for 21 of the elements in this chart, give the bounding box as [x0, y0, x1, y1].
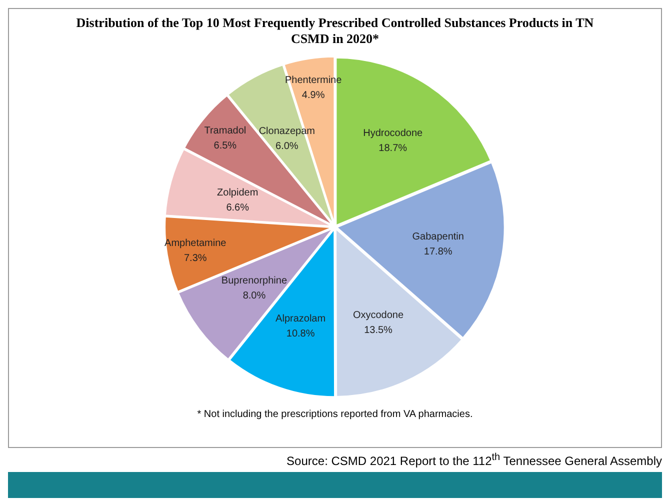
source-note: Source: CSMD 2021 Report to the 112$^{th}$ Tennessee General Assembly	[286, 452, 662, 468]
data-label: 6.0%	[276, 140, 298, 152]
slice-label: Tramadol	[204, 125, 246, 136]
data-label: 8.0%	[242, 290, 266, 302]
data-label: 6.5%	[214, 140, 237, 152]
slice-label: Oxycodone	[352, 310, 404, 321]
data-label: 17.8%	[424, 246, 452, 258]
slice-label: Phentermine	[284, 74, 342, 86]
slice-label: Hydrocodone	[363, 128, 424, 139]
slice-label: Zolpidem	[217, 188, 258, 199]
slice-label: Gabapentin	[412, 232, 464, 243]
data-label: 10.8%	[286, 328, 315, 340]
data-label: 18.7%	[378, 142, 408, 154]
slice-label: Alprazolam	[276, 313, 326, 324]
data-label: 13.5%	[364, 324, 393, 336]
text: * Not including the prescriptions reported from VA pharmacies.	[196, 409, 474, 420]
data-label: 7.3%	[184, 252, 207, 264]
data-label: 6.6%	[226, 202, 250, 214]
chart-title: Distribution of the Top 10 Most Frequently Prescribed Controlled Substances Products in TN CSMD in 2020*	[75, 14, 595, 47]
data-label: 4.9%	[302, 90, 325, 101]
slice-label: Buprenorphine	[221, 276, 288, 287]
